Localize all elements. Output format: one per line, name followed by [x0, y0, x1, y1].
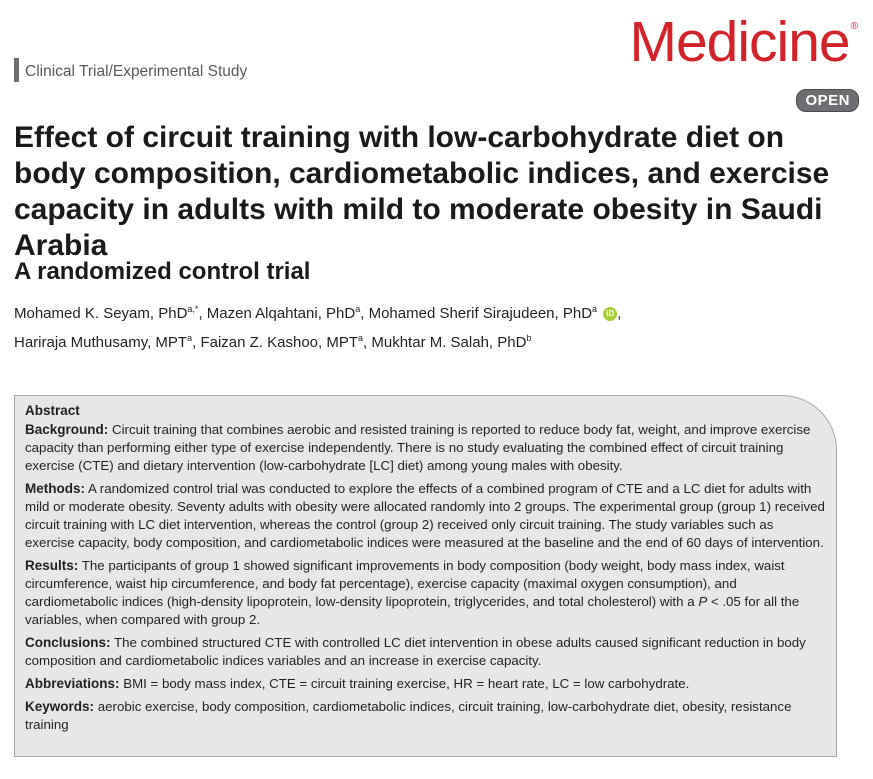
journal-name: Medicine: [629, 10, 851, 74]
abstract-keywords: Keywords: aerobic exercise, body composi…: [25, 699, 792, 732]
article-title: Effect of circuit training with low-carb…: [14, 121, 830, 262]
abstract-conclusions: Conclusions: The combined structured CTE…: [25, 635, 806, 668]
orcid-icon[interactable]: iD: [603, 307, 618, 322]
author[interactable]: Mohamed K. Seyam, PhDa,*: [14, 304, 199, 322]
abstract-box: Abstract Background: Circuit training th…: [14, 395, 837, 757]
abstract-results: Results: The participants of group 1 sho…: [25, 558, 800, 627]
registered-mark: ®: [850, 21, 858, 32]
section-label: Clinical Trial/Experimental Study: [25, 63, 248, 80]
abstract-abbreviations: Abbreviations: BMI = body mass index, CT…: [25, 676, 690, 691]
section-tag: Clinical Trial/Experimental Study: [14, 58, 247, 82]
abstract-background: Background: Circuit training that combin…: [25, 422, 811, 473]
author[interactable]: Mazen Alqahtani, PhDa: [206, 304, 361, 322]
open-access-badge: OPEN: [796, 89, 859, 112]
author-list: Mohamed K. Seyam, PhDa,*, Mazen Alqahtan…: [14, 304, 622, 351]
abstract-methods: Methods: A randomized control trial was …: [25, 481, 825, 550]
journal-logo[interactable]: Medicine®: [630, 14, 859, 71]
author[interactable]: Mohamed Sherif Sirajudeen, PhDa: [368, 304, 598, 322]
article-subtitle: A randomized control trial: [14, 258, 311, 285]
abstract-heading: Abstract: [25, 403, 80, 418]
author[interactable]: Hariraja Muthusamy, MPTa: [14, 333, 193, 351]
author[interactable]: Faizan Z. Kashoo, MPTa: [200, 333, 364, 351]
author[interactable]: Mukhtar M. Salah, PhDb: [371, 333, 532, 351]
